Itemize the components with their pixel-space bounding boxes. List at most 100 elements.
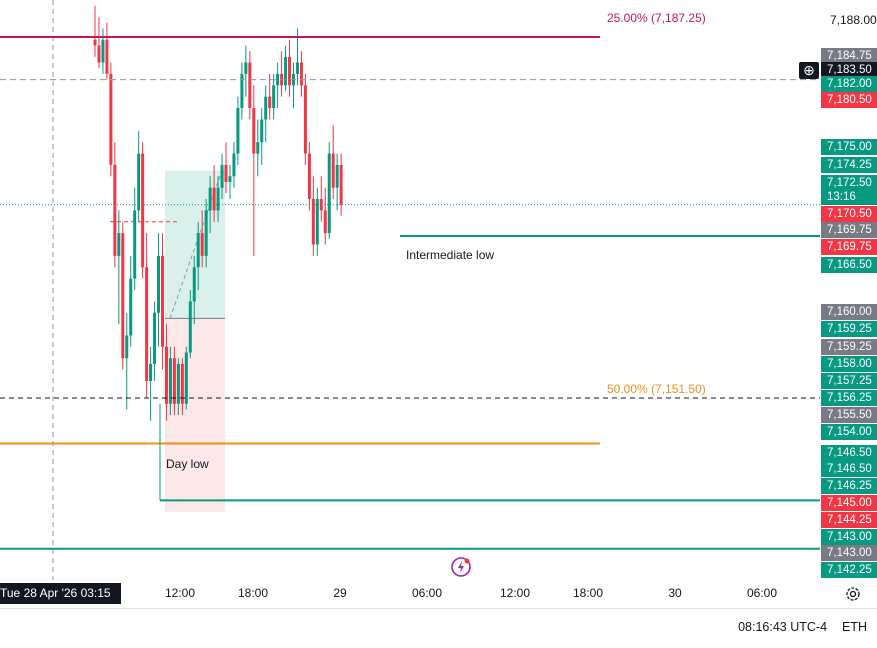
candle-body <box>180 363 184 404</box>
price-tag: 7,182.00 <box>821 76 877 92</box>
intermediate-low-label: Intermediate low <box>406 248 495 262</box>
candle-body <box>125 335 129 359</box>
candle-body <box>268 96 272 109</box>
candle-body <box>208 187 212 211</box>
overlay-lines <box>0 35 820 550</box>
cursor-date-label: Tue 28 Apr '26 03:15 <box>0 583 121 604</box>
candle-body <box>204 210 208 256</box>
candle-body <box>311 199 315 245</box>
candle-body <box>97 45 101 63</box>
clock-time: 08:16:43 UTC-4 <box>738 620 828 634</box>
candle-body <box>244 62 248 74</box>
candle-body <box>299 62 303 86</box>
price-tag: 7,156.25 <box>821 390 877 406</box>
candle-body <box>228 176 232 182</box>
candle-body <box>168 358 172 404</box>
price-tag: 7,169.75 <box>821 239 877 255</box>
candle-body <box>188 301 192 353</box>
candle-body <box>307 153 311 200</box>
candle-body <box>339 164 343 205</box>
candle-body <box>284 56 288 86</box>
price-tag: 7,158.00 <box>821 356 877 372</box>
price-tag: 7,155.50 <box>821 407 877 423</box>
price-tag: 7,180.50 <box>821 92 877 108</box>
time-tick-label: 06:00 <box>746 586 778 600</box>
candle-body <box>260 119 264 143</box>
candle-body <box>133 210 137 279</box>
candle-body <box>196 233 200 268</box>
candle-body <box>216 187 220 211</box>
candle-body <box>240 73 244 109</box>
candle-body <box>113 164 117 256</box>
time-tick-label: 12:00 <box>164 586 196 600</box>
candle-body <box>303 85 307 154</box>
price-tag: 7,170.50 <box>821 206 877 222</box>
price-tag: 7,172.50 <box>821 175 877 191</box>
candle-body <box>105 39 109 74</box>
time-tick-label: 06:00 <box>411 586 443 600</box>
candle-body <box>335 164 339 188</box>
candle-body <box>117 233 121 256</box>
candle-body <box>109 73 113 165</box>
candle-body <box>153 312 157 364</box>
candle-body <box>232 153 236 177</box>
candle-layer <box>93 5 343 421</box>
candle-body <box>220 164 224 188</box>
price-tag: 7,175.00 <box>821 139 877 155</box>
background-layer <box>52 0 225 580</box>
candle-body <box>129 278 133 336</box>
price-tag: 7,183.50 <box>821 62 877 78</box>
candle-body <box>184 352 188 404</box>
candle-body <box>176 363 180 404</box>
time-tick-label: 18:00 <box>572 586 604 600</box>
tradingview-event-icon[interactable] <box>450 556 472 578</box>
settings-icon[interactable] <box>844 585 862 603</box>
long-stop-zone <box>165 318 225 512</box>
candle-body <box>224 164 228 182</box>
time-tick-label: 18:00 <box>237 586 269 600</box>
candle-body <box>121 233 125 359</box>
time-tick-label: 29 <box>333 586 347 600</box>
session-clock[interactable]: 08:16:43 UTC-4 ETH <box>738 620 867 634</box>
candle-body <box>295 62 299 74</box>
candle-body <box>172 358 176 404</box>
price-tag: 7,145.00 <box>821 495 877 511</box>
price-tag: 7,159.25 <box>821 339 877 355</box>
trend-path <box>169 170 223 319</box>
candle-body <box>276 73 280 86</box>
candle-body <box>101 39 105 63</box>
y-tick-label: 7,188.00 <box>830 13 877 27</box>
candle-body <box>192 267 196 302</box>
candle-body <box>323 210 327 234</box>
price-tag: 13:16 <box>821 189 877 205</box>
price-tag: 7,159.25 <box>821 321 877 337</box>
price-tag: 7,142.25 <box>821 562 877 578</box>
candle-body <box>157 255 161 313</box>
candle-body <box>248 62 252 109</box>
price-tag: 7,184.75 <box>821 48 877 64</box>
candle-body <box>93 39 97 46</box>
price-tag: 7,143.00 <box>821 545 877 561</box>
candle-body <box>137 153 141 211</box>
time-tick-label: 12:00 <box>499 586 531 600</box>
plot-area[interactable] <box>0 0 877 608</box>
add-alert-button[interactable]: ⊕ <box>799 62 819 79</box>
candle-body <box>331 153 335 188</box>
candle-body <box>315 199 319 245</box>
candle-body <box>252 108 256 154</box>
candle-body <box>149 363 153 381</box>
fib-25-label: 25.00% (7,187.25) <box>607 11 706 25</box>
candle-body <box>256 142 260 154</box>
candle-body <box>145 267 149 381</box>
session-type[interactable]: ETH <box>842 620 867 634</box>
fib-50-label: 50.00% (7,151.50) <box>607 382 706 396</box>
price-tag: 7,143.00 <box>821 529 877 545</box>
price-tag: 7,160.00 <box>821 304 877 320</box>
candle-body <box>288 56 292 86</box>
candle-body <box>200 233 204 256</box>
candle-body <box>236 108 240 154</box>
candle-body <box>141 153 145 268</box>
candle-body <box>212 187 216 211</box>
price-tag: 7,169.75 <box>821 222 877 238</box>
